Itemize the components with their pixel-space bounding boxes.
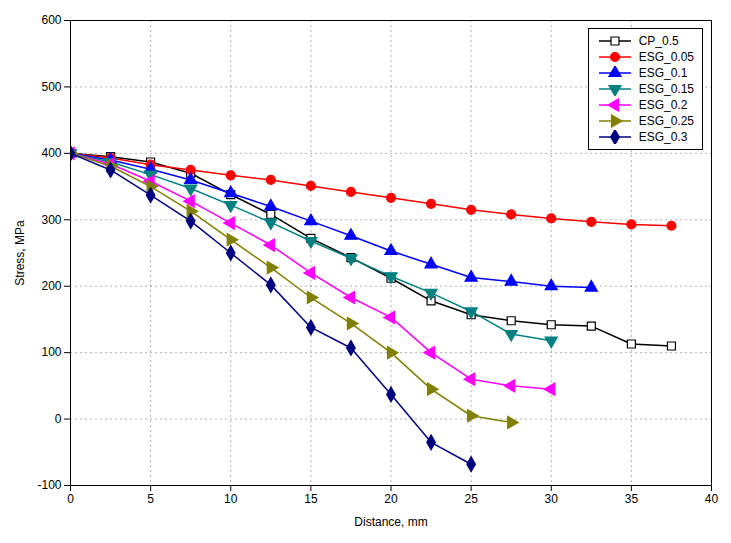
html-text:ESG_0.3: ESG_0.3 bbox=[638, 130, 688, 144]
svg-text:-100: -100 bbox=[37, 478, 61, 492]
svg-text:0: 0 bbox=[67, 492, 74, 506]
svg-text:35: 35 bbox=[625, 492, 639, 506]
html-text:ESG_0.2: ESG_0.2 bbox=[638, 98, 688, 112]
svg-text:Distance, mm: Distance, mm bbox=[354, 515, 427, 529]
svg-text:20: 20 bbox=[384, 492, 398, 506]
svg-text:15: 15 bbox=[304, 492, 318, 506]
svg-text:300: 300 bbox=[41, 213, 61, 227]
svg-text:100: 100 bbox=[41, 345, 61, 359]
html-text:ESG_0.05: ESG_0.05 bbox=[638, 50, 694, 64]
svg-text:Stress, MPa: Stress, MPa bbox=[13, 220, 27, 286]
svg-text:0: 0 bbox=[55, 412, 62, 426]
svg-text:200: 200 bbox=[41, 279, 61, 293]
svg-text:30: 30 bbox=[545, 492, 559, 506]
svg-text:600: 600 bbox=[41, 13, 61, 27]
svg-text:25: 25 bbox=[464, 492, 478, 506]
html-text:ESG_0.1: ESG_0.1 bbox=[638, 66, 688, 80]
svg-text:5: 5 bbox=[147, 492, 154, 506]
html-text:ESG_0.25: ESG_0.25 bbox=[638, 114, 694, 128]
svg-text:40: 40 bbox=[705, 492, 719, 506]
svg-text:10: 10 bbox=[224, 492, 238, 506]
svg-text:500: 500 bbox=[41, 80, 61, 94]
svg-text:400: 400 bbox=[41, 146, 61, 160]
html-text:ESG_0.15: ESG_0.15 bbox=[638, 82, 694, 96]
html-text:CP_0.5: CP_0.5 bbox=[638, 34, 679, 48]
